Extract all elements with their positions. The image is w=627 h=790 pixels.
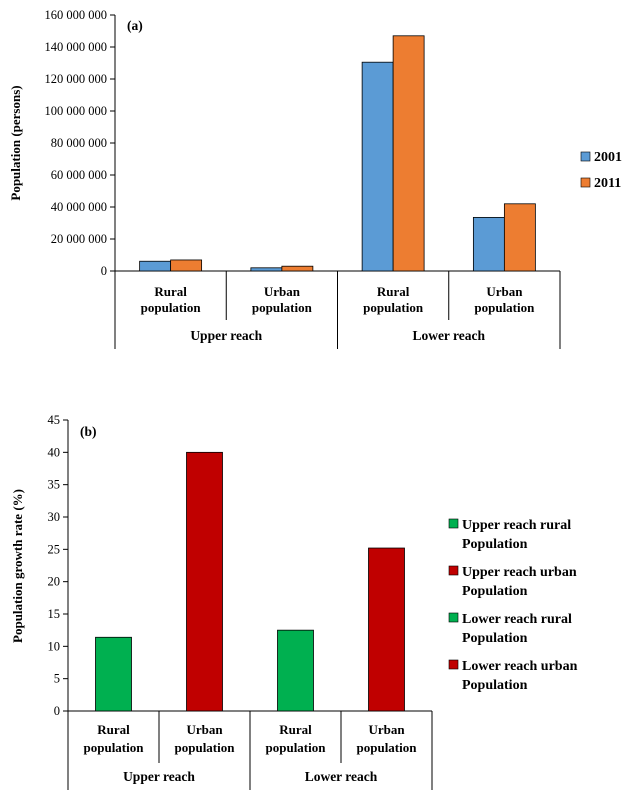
category-label: Urban bbox=[486, 284, 523, 299]
legend-label: Lower reach urban bbox=[462, 659, 578, 674]
category-label: population bbox=[84, 740, 145, 755]
y-tick-label: 5 bbox=[54, 672, 60, 686]
y-tick-label: 120 000 000 bbox=[45, 72, 108, 86]
legend-swatch bbox=[448, 565, 459, 576]
bar-2011 bbox=[281, 265, 314, 272]
legend-label: Population bbox=[462, 584, 528, 599]
legend-swatch bbox=[448, 518, 459, 529]
category-label: Rural bbox=[154, 284, 187, 299]
bar bbox=[277, 629, 314, 712]
y-axis-title: Population growth rate (%) bbox=[10, 489, 25, 643]
category-label: population bbox=[357, 740, 418, 755]
bar bbox=[95, 636, 132, 712]
legend-swatch bbox=[448, 659, 459, 670]
category-label: Urban bbox=[264, 284, 301, 299]
bar-2011 bbox=[170, 259, 203, 272]
category-label: population bbox=[266, 740, 327, 755]
y-tick-label: 0 bbox=[101, 264, 107, 278]
legend-label: Upper reach rural bbox=[462, 518, 571, 533]
group-label: Upper reach bbox=[190, 328, 262, 343]
bar-2001 bbox=[361, 61, 394, 272]
y-axis-title: Population (persons) bbox=[8, 85, 23, 200]
legend-swatch bbox=[580, 177, 591, 188]
category-label: population bbox=[141, 300, 202, 315]
legend-label: Population bbox=[462, 537, 528, 552]
y-tick-label: 25 bbox=[48, 542, 61, 556]
group-label: Upper reach bbox=[123, 769, 195, 784]
y-tick-label: 20 000 000 bbox=[51, 232, 107, 246]
legend-label: 2011 bbox=[594, 176, 621, 191]
category-label: Rural bbox=[279, 722, 312, 737]
bar-2001 bbox=[472, 216, 505, 272]
panel-label: (a) bbox=[127, 18, 143, 33]
bar bbox=[368, 547, 405, 712]
y-tick-label: 20 bbox=[48, 575, 61, 589]
y-tick-label: 35 bbox=[48, 478, 61, 492]
y-tick-label: 100 000 000 bbox=[45, 104, 108, 118]
y-tick-label: 160 000 000 bbox=[45, 8, 108, 22]
bar-2011 bbox=[503, 203, 536, 272]
legend-label: Lower reach rural bbox=[462, 612, 572, 627]
category-label: population bbox=[363, 300, 424, 315]
category-label: Rural bbox=[97, 722, 130, 737]
category-label: Urban bbox=[368, 722, 405, 737]
category-label: population bbox=[175, 740, 236, 755]
legend-label: Population bbox=[462, 678, 528, 693]
category-label: Urban bbox=[186, 722, 223, 737]
group-label: Lower reach bbox=[412, 328, 485, 343]
legend-swatch bbox=[580, 151, 591, 162]
bar bbox=[186, 451, 223, 712]
category-label: population bbox=[474, 300, 535, 315]
y-tick-label: 40 bbox=[48, 445, 61, 459]
panel-label: (b) bbox=[80, 424, 97, 439]
category-label: Rural bbox=[377, 284, 410, 299]
category-label: population bbox=[252, 300, 313, 315]
y-tick-label: 15 bbox=[48, 607, 61, 621]
y-tick-label: 45 bbox=[48, 413, 61, 427]
y-tick-label: 30 bbox=[48, 510, 61, 524]
y-tick-label: 10 bbox=[48, 639, 61, 653]
y-tick-label: 0 bbox=[54, 704, 60, 718]
legend-label: Upper reach urban bbox=[462, 565, 577, 580]
y-tick-label: 60 000 000 bbox=[51, 168, 107, 182]
legend-label: 2001 bbox=[594, 150, 622, 165]
bar-2011 bbox=[392, 35, 425, 272]
legend-label: Population bbox=[462, 631, 528, 646]
group-label: Lower reach bbox=[305, 769, 378, 784]
y-tick-label: 80 000 000 bbox=[51, 136, 107, 150]
y-tick-label: 40 000 000 bbox=[51, 200, 107, 214]
legend-swatch bbox=[448, 612, 459, 623]
y-tick-label: 140 000 000 bbox=[45, 40, 108, 54]
